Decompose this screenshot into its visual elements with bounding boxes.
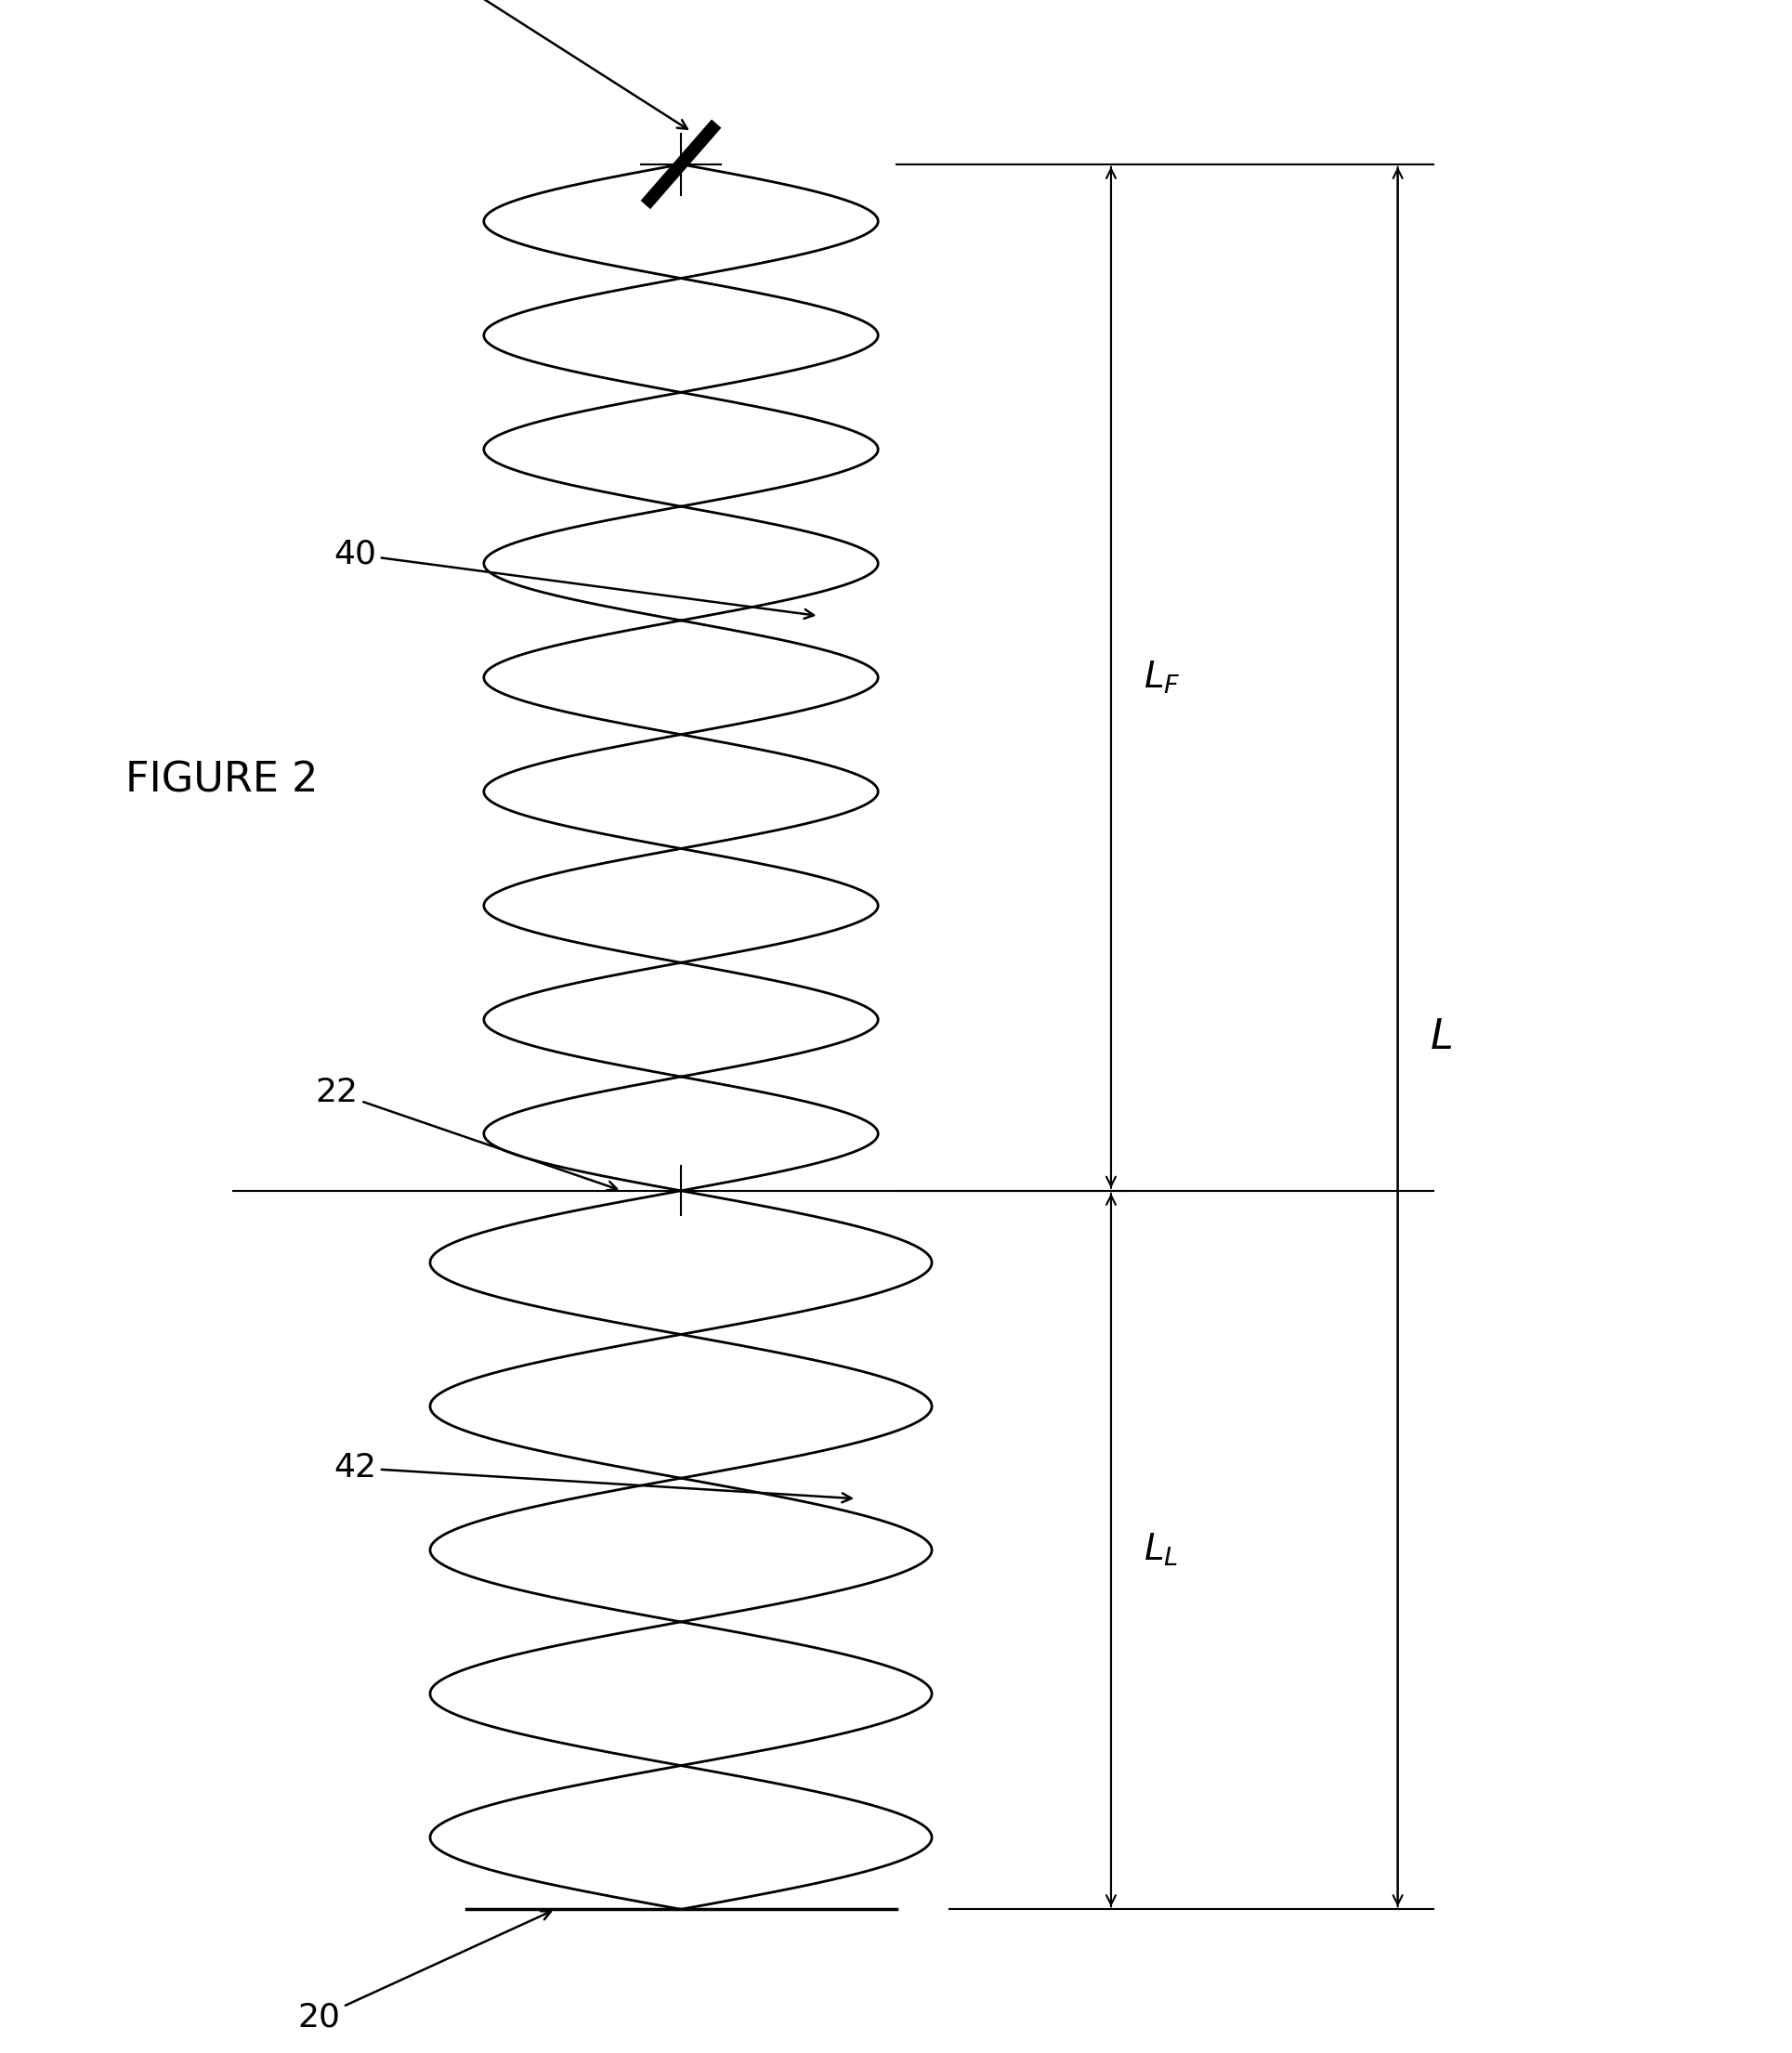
Text: 42: 42: [333, 1451, 851, 1503]
Text: $L_L$: $L_L$: [1143, 1532, 1177, 1568]
Text: $L$: $L$: [1430, 1016, 1453, 1057]
Text: $L_F$: $L_F$: [1143, 659, 1181, 696]
Text: 22: 22: [315, 1078, 616, 1191]
Text: FIGURE 2: FIGURE 2: [125, 760, 319, 801]
Text: 20: 20: [297, 1911, 550, 2032]
Text: 24: 24: [423, 0, 688, 129]
Text: 40: 40: [333, 538, 814, 618]
